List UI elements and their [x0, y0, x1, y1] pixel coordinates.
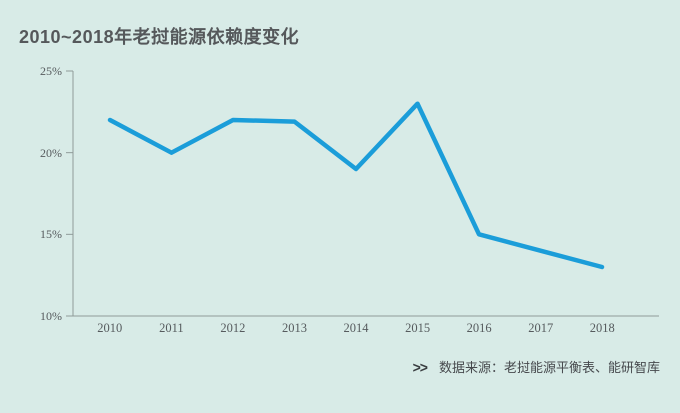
y-tick-label: 25% — [40, 64, 62, 78]
double-chevron-icon: >> — [412, 358, 428, 375]
y-tick-label: 10% — [40, 309, 62, 323]
x-tick-label: 2010 — [97, 321, 123, 335]
x-tick-label: 2017 — [528, 321, 554, 335]
x-tick-label: 2016 — [466, 321, 492, 335]
y-tick-label: 15% — [40, 227, 62, 242]
x-tick-label: 2018 — [589, 321, 615, 335]
data-source-text: 数据来源：老挝能源平衡表、能研智库 — [438, 360, 660, 375]
y-axis-ticks — [66, 70, 73, 317]
data-source-row: >> 数据来源：老挝能源平衡表、能研智库 — [413, 357, 660, 376]
x-tick-label: 2013 — [281, 321, 307, 335]
x-tick-label: 2011 — [159, 321, 184, 335]
x-axis-labels: 2010 2011 2012 2013 2014 2015 2016 2017 … — [79, 321, 633, 336]
y-tick-label: 20% — [40, 145, 62, 160]
x-tick-label: 2014 — [343, 321, 369, 335]
x-tick-label: 2012 — [220, 321, 246, 335]
chart-title: 2010~2018年老挝能源依赖度变化 — [19, 27, 300, 47]
energy-dependence-line — [107, 101, 605, 270]
x-tick-label: 2015 — [405, 321, 431, 335]
axes — [72, 71, 659, 317]
